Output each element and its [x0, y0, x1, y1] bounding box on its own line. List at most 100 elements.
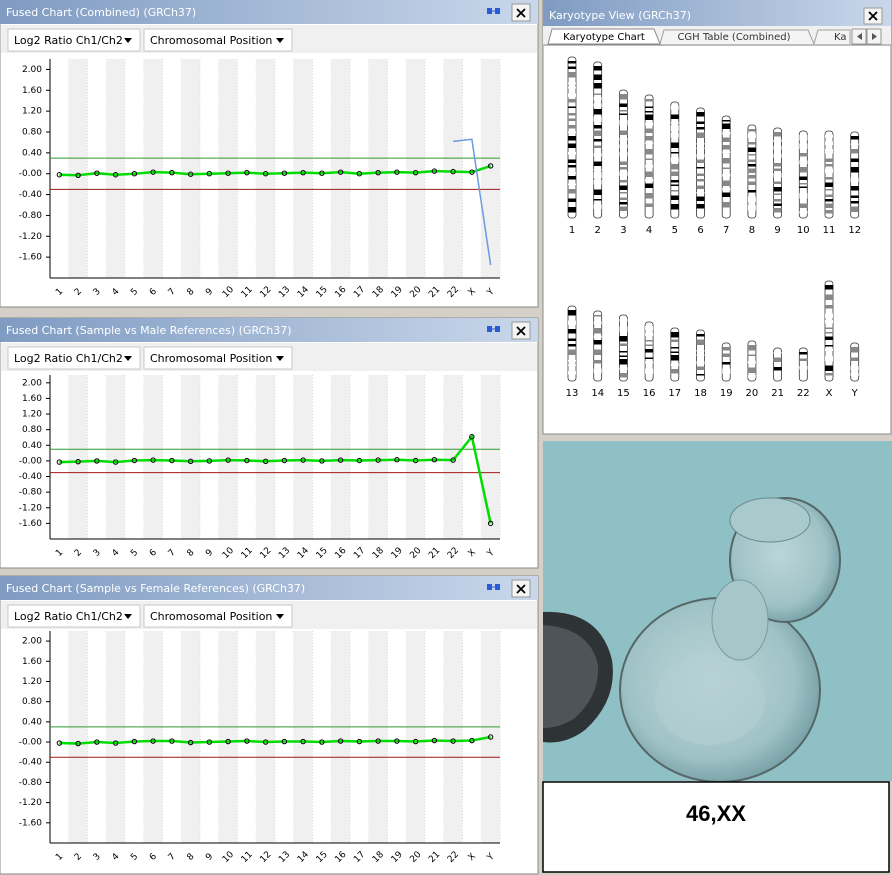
panel-title: Karyotype View (GRCh37) [549, 9, 691, 22]
chromosome-band [748, 375, 756, 378]
chromosome-band [825, 177, 833, 180]
chromosome-band [851, 149, 859, 154]
y-tick-label: 1.60 [22, 657, 42, 667]
chromosome-band [568, 339, 576, 342]
chromosome-band [748, 164, 756, 167]
y-tick-label: -1.60 [19, 818, 43, 828]
chromosome-band [799, 211, 807, 214]
chromosome-band [799, 177, 807, 181]
chromosome-band [619, 336, 627, 342]
chromosome-band [774, 182, 782, 185]
embryo-image [543, 441, 892, 782]
chromosome-band [568, 72, 576, 78]
chromosome-band [774, 194, 782, 196]
chromosome-band [825, 295, 833, 301]
chromosome-label: 8 [749, 225, 755, 236]
chromosome-band [748, 182, 756, 186]
chromosome-band [722, 188, 730, 191]
chromosome-band [619, 180, 627, 183]
chromosome-band [825, 332, 833, 334]
chromosome-band [825, 337, 833, 341]
y-tick-label: -1.20 [19, 798, 43, 808]
chromosome-band [697, 334, 705, 337]
chromosome-band [568, 160, 576, 164]
chromosome-band [697, 112, 705, 117]
chromosome-band [748, 361, 756, 364]
chromosome-band [722, 168, 730, 170]
chromosome-band [748, 142, 756, 145]
chromosome-band [671, 172, 679, 177]
chromosome-band [594, 369, 602, 374]
ideogram: 4 [645, 95, 653, 236]
chromosome-band [594, 97, 602, 101]
chromosome-band [619, 131, 627, 136]
chromosome-band [331, 59, 350, 278]
chromosome-band [619, 172, 627, 177]
chromosome-band [825, 169, 833, 174]
chromosome-band [774, 199, 782, 202]
chromosome-band [406, 631, 425, 843]
chromosome-band [697, 367, 705, 371]
ideogram: Y [851, 343, 859, 399]
chromosome-band [645, 179, 653, 182]
y-tick-label: -0.00 [19, 456, 43, 466]
chromosome-band [697, 179, 705, 182]
chromosome-band [594, 117, 602, 123]
chromosome-band [619, 368, 627, 371]
chromosome-band [825, 305, 833, 309]
chromosome-label: 4 [646, 225, 652, 236]
chromosome-band [748, 175, 756, 179]
chromosome-band [799, 352, 807, 355]
chromosome-band [722, 132, 730, 135]
chromosome-band [568, 99, 576, 103]
chromosome-band [697, 204, 705, 209]
chromosome-band [645, 143, 653, 145]
chromosome-band [697, 186, 705, 190]
chromosome-band [722, 138, 730, 143]
chromosome-band [594, 173, 602, 179]
chromosome-band [181, 59, 200, 278]
chromosome-band [568, 321, 576, 326]
chromosome-band [619, 138, 627, 141]
chromosome-label: 17 [668, 388, 681, 399]
chromosome-label: X [826, 388, 833, 399]
chromosome-band [825, 285, 833, 290]
chromosome-band [799, 153, 807, 157]
chromosome-band [851, 144, 859, 146]
chromosome-band [294, 631, 313, 843]
chromosome-band [799, 161, 807, 165]
chromosome-band [444, 375, 463, 539]
chromosome-band [722, 347, 730, 351]
dropdown-label: Log2 Ratio Ch1/Ch2 [14, 34, 123, 47]
chromosome-band [722, 193, 730, 198]
chromosome-band [619, 162, 627, 166]
chromosome-band [106, 59, 125, 278]
chromosome-band [568, 365, 576, 367]
y-tick-label: 1.20 [22, 410, 42, 420]
chromosome-band [444, 631, 463, 843]
page: {"chart_data": [ {"type": "line", "title… [0, 0, 892, 875]
chromosome-band [619, 359, 627, 365]
chromosome-band [568, 107, 576, 109]
chromosome-band [594, 180, 602, 185]
chromosome-band [619, 186, 627, 191]
chromosome-band [594, 190, 602, 196]
chromosome-band [256, 375, 275, 539]
chromosome-band [568, 144, 576, 149]
chromosome-band [671, 126, 679, 132]
chromosome-band [825, 320, 833, 324]
ideogram: 3 [619, 90, 627, 236]
y-tick-label: 1.60 [22, 394, 42, 404]
chromosome-band [671, 180, 679, 183]
chromosome-band [851, 196, 859, 199]
chromosome-band [568, 173, 576, 175]
y-tick-label: 1.20 [22, 677, 42, 687]
chromosome-band [851, 358, 859, 362]
chromosome-band [219, 375, 238, 539]
chromosome-band [671, 369, 679, 374]
chromosome-band [722, 181, 730, 187]
chromosome-label: 19 [720, 388, 733, 399]
y-tick-label: 1.20 [22, 107, 42, 117]
chromosome-band [619, 373, 627, 378]
panel-title: Fused Chart (Combined) (GRCh37) [6, 6, 196, 19]
